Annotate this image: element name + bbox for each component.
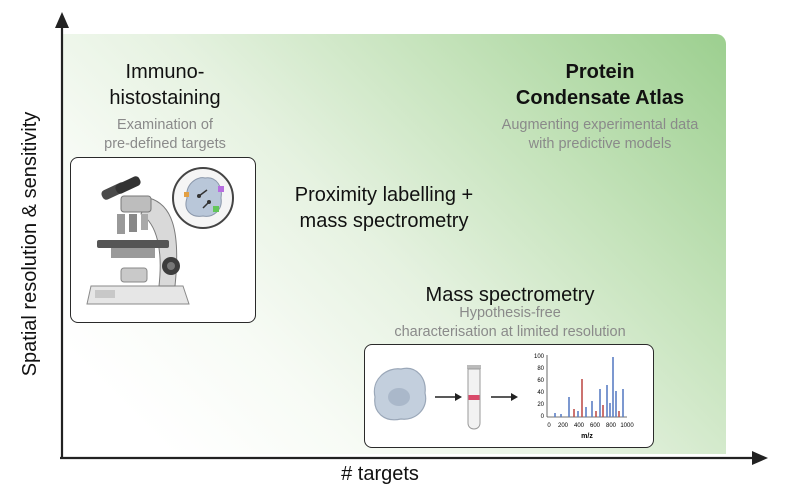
atlas-sub-line2: with predictive models bbox=[528, 136, 672, 152]
y-axis-arrow bbox=[55, 12, 69, 28]
mass-spec-sub-line1: Hypothesis-free bbox=[459, 305, 561, 321]
arrow-right-icon bbox=[491, 393, 518, 401]
spectrum-xtick: 800 bbox=[606, 423, 617, 429]
test-tube-icon bbox=[467, 365, 481, 430]
spectrum-ytick: 40 bbox=[537, 390, 544, 396]
spectrum-ytick: 20 bbox=[537, 402, 544, 408]
mass-spec-panel: 100 80 60 40 20 0 0 200 400 600 800 1000… bbox=[364, 344, 654, 448]
microscope-icon bbox=[86, 167, 234, 305]
cell-icon bbox=[185, 177, 222, 217]
atlas-title-line2: Condensate Atlas bbox=[515, 87, 685, 109]
x-axis-arrow bbox=[752, 451, 768, 465]
proximity-line1: Proximity labelling + bbox=[294, 184, 474, 206]
immuno-sub-line1: Examination of bbox=[117, 117, 213, 133]
spectrum-xtick: 1000 bbox=[620, 423, 634, 429]
mass-spec-sub-line2: characterisation at limited resolution bbox=[394, 324, 626, 340]
spectrum-xtick: 200 bbox=[558, 423, 569, 429]
x-axis-label: # targets bbox=[341, 463, 419, 485]
spectrum-xtick: 0 bbox=[547, 423, 551, 429]
spectrum-ytick: 0 bbox=[541, 414, 545, 420]
microscope-panel bbox=[70, 157, 256, 323]
spectrum-xtick: 600 bbox=[590, 423, 601, 429]
spectrum-plot: 100 80 60 40 20 0 0 200 400 600 800 1000… bbox=[534, 354, 634, 440]
immuno-title-line2: histostaining bbox=[109, 87, 221, 109]
spectrum-xlabel: m/z bbox=[581, 433, 593, 440]
atlas-sub-line1: Augmenting experimental data bbox=[501, 117, 699, 133]
immuno-title-line1: Immuno- bbox=[125, 61, 205, 83]
immuno-sub-line2: pre-defined targets bbox=[104, 136, 226, 152]
spectrum-ytick: 80 bbox=[537, 366, 544, 372]
y-axis-label: Spatial resolution & sensitivity bbox=[19, 111, 41, 377]
spectrum-ytick: 60 bbox=[537, 378, 544, 384]
spectrum-xtick: 400 bbox=[574, 423, 585, 429]
mass-spec-title: Mass spectrometry bbox=[425, 284, 595, 306]
mass-spec-illustration: 100 80 60 40 20 0 0 200 400 600 800 1000… bbox=[373, 354, 634, 440]
arrow-right-icon bbox=[435, 393, 462, 401]
proximity-line2: mass spectrometry bbox=[299, 210, 469, 232]
atlas-title-line1: Protein bbox=[565, 61, 635, 83]
spectrum-ytick: 100 bbox=[534, 354, 545, 360]
